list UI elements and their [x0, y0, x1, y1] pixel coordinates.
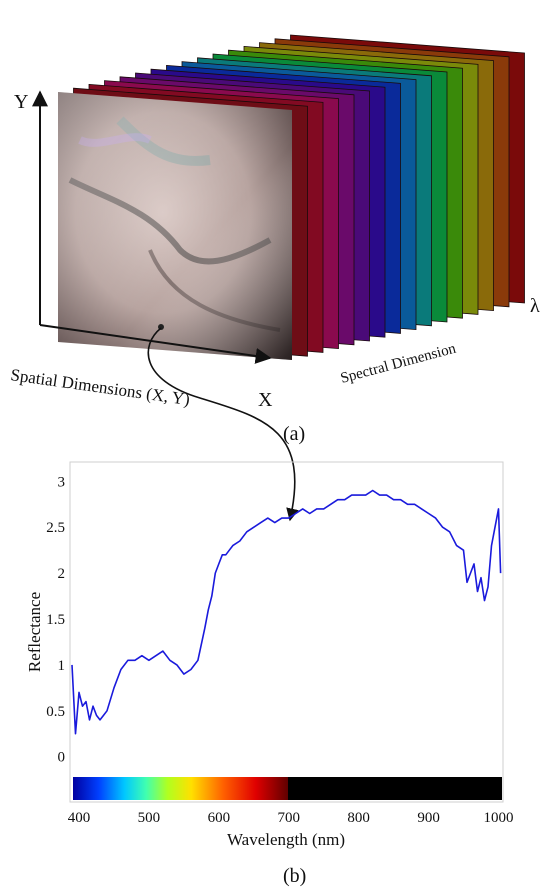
near-infrared-bar — [288, 777, 502, 800]
caption-b: (b) — [283, 865, 306, 887]
x-tick-label: 900 — [417, 810, 440, 826]
visible-spectrum-bar — [73, 777, 288, 800]
reflectance-series-line — [71, 489, 502, 735]
x-tick-label: 400 — [68, 810, 91, 826]
y-axis-title: Reflectance — [25, 592, 44, 672]
spectral-dimension-label: Spectral Dimension — [339, 341, 458, 387]
x-tick-label: 700 — [277, 810, 300, 826]
x-axis-arrow — [39, 324, 272, 364]
y-tick-label: 1 — [58, 658, 66, 674]
plot-frame — [69, 461, 504, 803]
reflectance-chart: 0 0.5 1 1.5 2 2.5 3 400 500 600 700 800 900 1000 Ref… — [25, 461, 514, 887]
x-axis-title: Wavelength (nm) — [227, 830, 345, 849]
x-tick-label: 500 — [138, 810, 161, 826]
spatial-dimensions-label: Spatial Dimensions (X, Y) — [9, 365, 191, 409]
y-tick-label: 3 — [58, 474, 66, 490]
y-tick-label: 2.5 — [46, 520, 65, 536]
caption-a: (a) — [283, 423, 305, 445]
y-tick-label: 1.5 — [46, 612, 65, 628]
tissue-image — [58, 92, 292, 360]
lambda-label: λ — [530, 295, 540, 317]
y-tick-label: 0 — [58, 750, 66, 766]
x-tick-labels: 400 500 600 700 800 900 1000 — [68, 810, 514, 826]
y-tick-labels: 0 0.5 1 1.5 2 2.5 3 — [46, 474, 65, 765]
hypercube-panel: Y X λ Spatial Dimensions (X, Y) Spectral… — [9, 34, 540, 522]
y-tick-label: 2 — [58, 566, 66, 582]
point-to-spectrum-arrow — [147, 327, 299, 522]
x-axis-label: X — [258, 389, 273, 411]
y-tick-label: 0.5 — [46, 704, 65, 720]
x-tick-label: 1000 — [484, 810, 514, 826]
x-tick-label: 800 — [347, 810, 370, 826]
x-tick-label: 600 — [208, 810, 231, 826]
y-axis-label: Y — [14, 91, 28, 113]
